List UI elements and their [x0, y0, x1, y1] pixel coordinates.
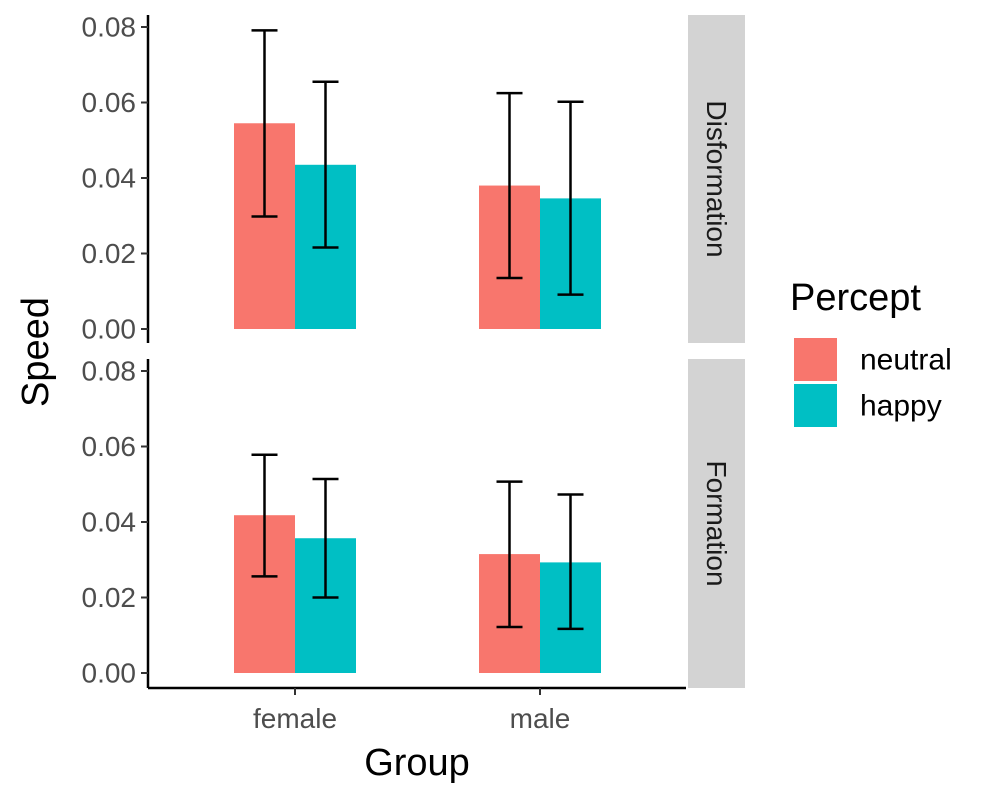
y-tick-label: 0.06	[82, 431, 137, 462]
legend-title: Percept	[790, 277, 921, 319]
y-tick-label: 0.04	[82, 507, 137, 538]
facet-strip-disformation	[688, 15, 745, 343]
legend-label-neutral: neutral	[860, 344, 952, 377]
x-tick-label: female	[253, 703, 337, 734]
legend-key-happy	[794, 384, 837, 427]
facet-strip-label: Disformation	[701, 100, 732, 257]
y-tick-label: 0.06	[82, 87, 137, 118]
y-tick-label: 0.08	[82, 356, 137, 387]
legend-key-neutral	[794, 338, 837, 381]
legend-label-happy: happy	[860, 390, 942, 423]
y-tick-label: 0.08	[82, 12, 137, 43]
facet-strip-label: Formation	[701, 460, 732, 586]
y-tick-label: 0.04	[82, 163, 137, 194]
y-tick-label: 0.02	[82, 238, 137, 269]
y-tick-label: 0.00	[82, 314, 137, 345]
y-axis-title: Speed	[15, 297, 57, 407]
facet-strip-formation	[688, 359, 745, 688]
x-axis-title: Group	[364, 742, 470, 784]
y-tick-label: 0.00	[82, 658, 137, 689]
x-tick-label: male	[510, 703, 571, 734]
y-tick-label: 0.02	[82, 582, 137, 613]
